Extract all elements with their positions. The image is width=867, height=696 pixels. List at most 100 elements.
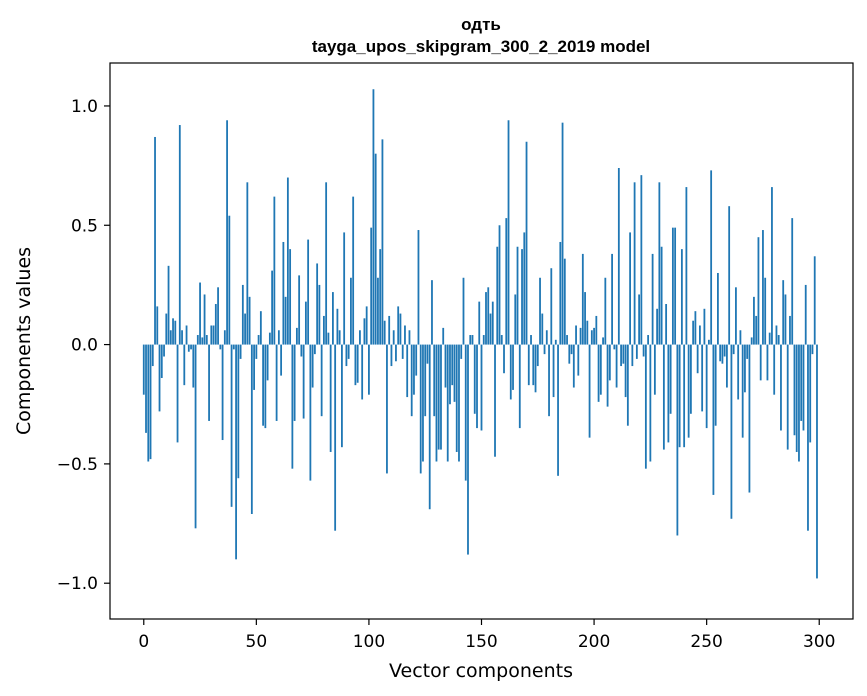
bar [714,344,717,426]
bar [735,287,737,345]
bar [426,344,429,364]
bar [235,344,237,560]
bar [158,344,161,412]
bar [291,344,294,469]
bar [503,344,505,374]
bar [332,292,334,345]
bar [223,330,226,345]
bar [658,182,661,345]
bar [435,344,438,462]
bar [676,344,679,536]
bar [561,122,564,345]
bar [451,344,454,386]
bar [545,330,548,345]
bar [597,344,600,402]
bar [811,344,814,355]
bar [581,253,584,345]
bar [599,344,602,395]
bar [789,315,791,345]
bar [410,344,413,417]
bar [277,330,280,345]
bar [408,330,411,345]
bar [433,344,436,417]
bar [791,218,794,345]
bar [500,335,503,345]
bar [147,344,150,462]
bar [638,294,641,345]
bar [685,187,688,345]
bar [241,284,244,345]
bar [622,344,625,364]
bar [613,344,616,350]
bar [541,313,544,345]
bar [633,182,636,345]
bar [536,344,539,367]
bar [163,344,165,357]
bar [480,344,483,431]
bar [710,170,713,345]
bar [244,313,246,345]
bar [762,230,764,345]
bar [726,344,728,388]
bar [795,344,798,452]
bar [712,344,715,495]
bar [160,344,163,378]
bar [255,344,258,359]
bar [642,344,645,357]
bar [185,325,188,345]
x-tick-label: 0 [138,632,149,652]
bar [498,225,501,345]
bar [595,315,598,345]
bar [415,344,418,376]
bar [671,227,674,345]
bar [471,335,474,345]
bar [167,265,170,345]
bar [368,344,370,395]
bar [572,344,575,388]
bar [719,344,722,362]
bar [417,230,420,345]
bar [667,344,670,443]
bar [523,232,526,345]
bar [649,344,652,462]
bar [773,344,776,395]
bar [516,246,519,345]
bar [352,196,355,345]
bar [611,253,613,345]
bar [624,344,627,398]
bar [318,284,321,345]
bar [746,344,749,359]
bar [239,344,242,359]
bar [406,344,409,398]
x-tick-label: 50 [246,632,268,652]
bar [557,344,559,476]
bar [361,344,364,400]
bar [489,313,492,345]
bar [208,344,210,421]
bar [397,306,400,345]
bar [703,308,706,345]
bar [250,344,253,514]
bars-group [142,89,818,579]
bar [381,139,384,345]
bar [210,325,213,345]
bar [604,277,607,345]
bar [588,344,591,438]
bar [284,296,287,345]
bar [338,330,341,345]
bar [262,344,264,426]
bar [341,344,343,448]
bar [559,241,562,345]
bar [253,344,255,390]
bar [273,196,276,345]
bar [491,301,494,345]
bar [514,294,517,345]
bar [370,227,373,345]
bar [512,344,514,390]
bar [786,344,789,450]
bar [626,344,629,426]
bar [226,120,228,345]
bar [784,294,787,345]
bar [442,327,445,345]
bar [295,327,298,345]
